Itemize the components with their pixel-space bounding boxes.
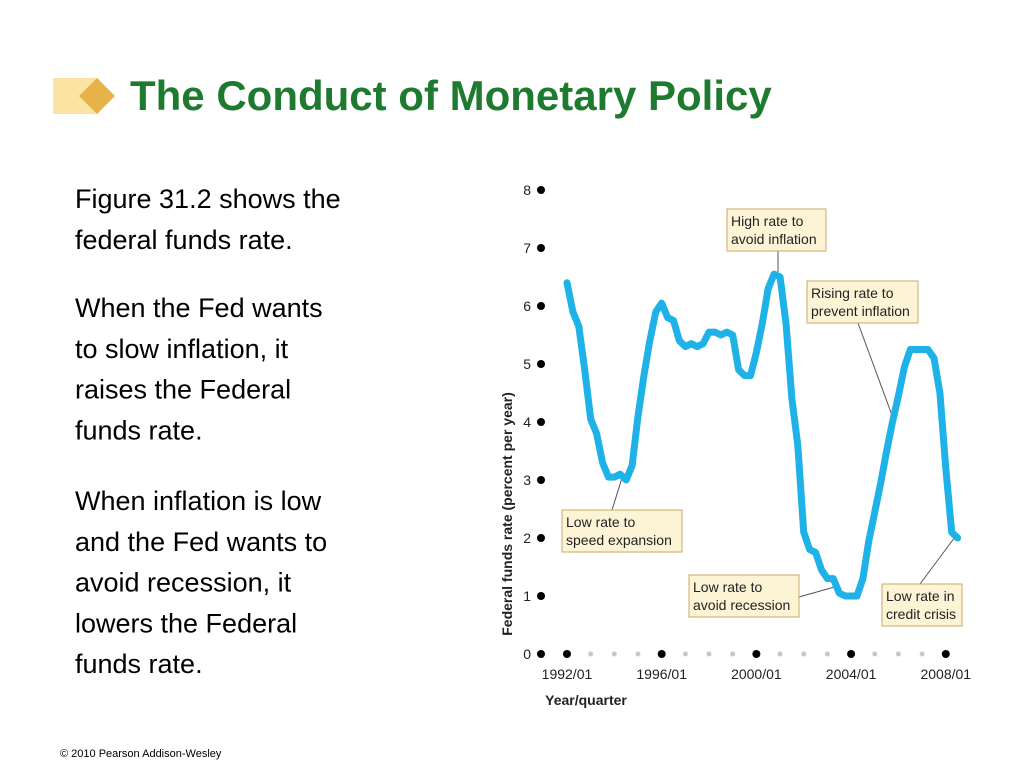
body-text: avoid recession, it	[75, 568, 292, 598]
y-tick-label: 5	[523, 356, 531, 372]
x-minor-tick	[801, 651, 807, 657]
x-minor-tick	[777, 651, 783, 657]
y-tick-label: 2	[523, 530, 531, 546]
y-tick-label: 3	[523, 472, 531, 488]
x-tick-label: 2008/01	[920, 666, 971, 682]
annotation-text: Rising rate to	[811, 285, 894, 301]
annotation-text: avoid recession	[693, 597, 790, 613]
annotation-text: speed expansion	[566, 532, 672, 548]
leader-line	[611, 477, 623, 511]
annotation-text: Low rate to	[566, 514, 635, 530]
y-tick	[537, 650, 545, 658]
x-minor-tick	[682, 651, 688, 657]
annotation-box	[726, 208, 827, 252]
x-axis-label: Year/quarter	[545, 692, 627, 708]
x-tick-label: 2000/01	[731, 666, 782, 682]
x-minor-tick	[872, 651, 878, 657]
body-text: funds rate.	[75, 415, 203, 445]
body-text: and the Fed wants to	[75, 527, 327, 557]
x-tick	[941, 650, 950, 658]
leader-line	[857, 322, 894, 419]
title-icon-diamond	[79, 78, 115, 114]
x-minor-tick	[895, 651, 901, 657]
annotation-box	[806, 280, 919, 324]
annotation-text: credit crisis	[886, 606, 956, 622]
slide-title: The Conduct of Monetary Policy	[130, 72, 772, 119]
y-tick	[537, 592, 545, 600]
y-tick-label: 8	[523, 182, 531, 198]
y-tick-label: 4	[523, 414, 531, 430]
annotation-text: High rate to	[731, 213, 804, 229]
annotation-box	[881, 583, 963, 627]
y-tick	[537, 418, 545, 426]
x-tick	[562, 650, 571, 658]
body-text: Figure 31.2 shows the	[75, 184, 341, 214]
leader-line	[919, 536, 956, 585]
leader-line	[798, 585, 839, 598]
y-tick	[537, 186, 545, 194]
y-tick	[537, 534, 545, 542]
x-minor-tick	[611, 651, 617, 657]
annotation-box	[561, 509, 683, 553]
y-tick-label: 0	[523, 646, 531, 662]
y-tick-label: 1	[523, 588, 531, 604]
x-tick-label: 2004/01	[826, 666, 877, 682]
x-tick-label: 1992/01	[542, 666, 593, 682]
x-minor-tick	[635, 651, 641, 657]
body-text: raises the Federal	[75, 375, 291, 405]
y-tick	[537, 302, 545, 310]
annotation-text: Low rate in	[886, 588, 954, 604]
y-tick-label: 6	[523, 298, 531, 314]
x-tick	[752, 650, 761, 658]
annotation-text: Low rate to	[693, 579, 762, 595]
body-text: to slow inflation, it	[75, 334, 289, 364]
body-text: federal funds rate.	[75, 225, 293, 255]
annotation-text: avoid inflation	[731, 231, 817, 247]
y-axis-label: Federal funds rate (percent per year)	[499, 392, 515, 636]
x-minor-tick	[706, 651, 712, 657]
x-tick	[847, 650, 856, 658]
x-minor-tick	[919, 651, 925, 657]
body-text: lowers the Federal	[75, 608, 297, 638]
rate-line	[563, 270, 962, 600]
x-minor-tick	[730, 651, 736, 657]
x-minor-tick	[824, 651, 830, 657]
x-tick-label: 1996/01	[636, 666, 687, 682]
y-tick	[537, 476, 545, 484]
y-tick	[537, 360, 545, 368]
footer: © 2010 Pearson Addison-Wesley	[60, 748, 222, 760]
annotation-text: prevent inflation	[811, 303, 910, 319]
annotation-box	[688, 574, 800, 618]
body-text: When inflation is low	[75, 486, 322, 516]
y-tick-label: 7	[523, 240, 531, 256]
y-tick	[537, 244, 545, 252]
body-text: funds rate.	[75, 649, 203, 679]
body-text: When the Fed wants	[75, 293, 323, 323]
x-tick	[657, 650, 666, 658]
x-minor-tick	[588, 651, 594, 657]
